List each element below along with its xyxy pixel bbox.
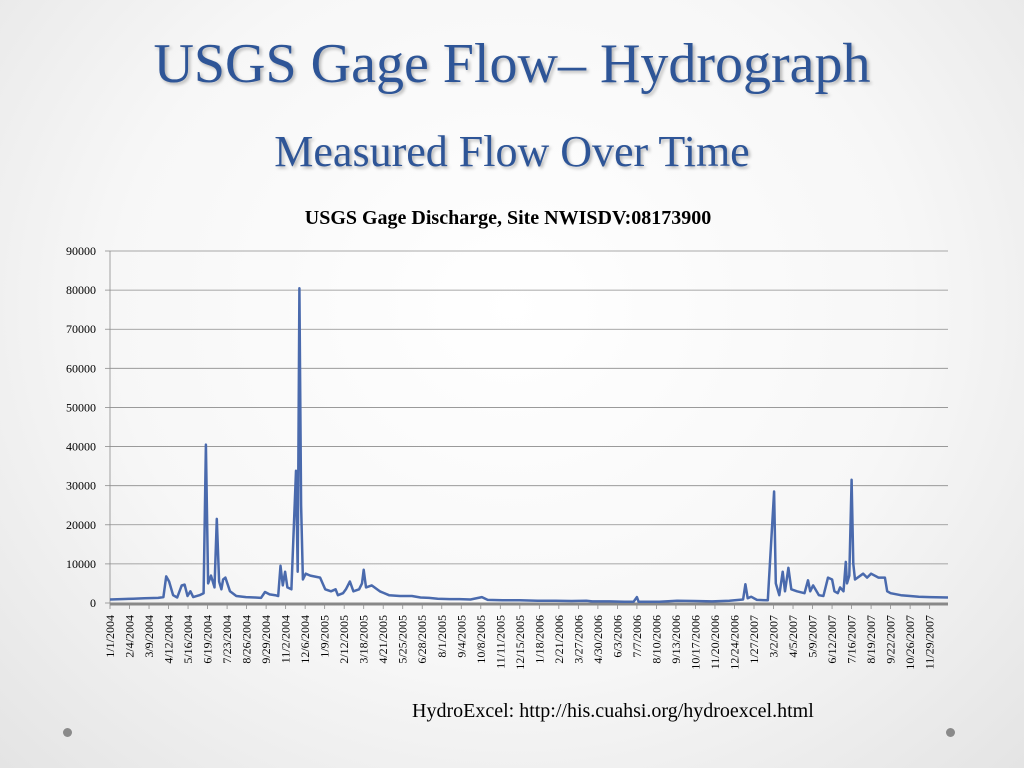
x-tick-label: 9/13/2006 — [669, 615, 683, 664]
x-tick-label: 7/23/2004 — [220, 615, 234, 664]
x-tick-label: 4/21/2005 — [376, 615, 390, 664]
x-tick-label: 2/4/2004 — [123, 615, 137, 658]
x-tick-label: 11/2/2004 — [279, 615, 293, 663]
decorative-dot-left — [63, 728, 72, 737]
x-tick-label: 8/19/2007 — [864, 615, 878, 664]
x-tick-label: 5/9/2007 — [806, 615, 820, 658]
x-tick-label: 1/1/2004 — [103, 615, 117, 658]
x-tick-label: 11/20/2006 — [708, 615, 722, 669]
axes — [105, 250, 948, 609]
decorative-dot-right — [946, 728, 955, 737]
y-tick-label: 80000 — [66, 283, 96, 297]
slide-subtitle: Measured Flow Over Time — [274, 127, 750, 176]
x-tick-label: 3/18/2005 — [357, 615, 371, 664]
x-tick-label: 12/15/2005 — [513, 615, 527, 670]
x-tick-label: 6/28/2005 — [415, 615, 429, 664]
x-tick-label: 11/11/2005 — [493, 615, 507, 669]
x-tick-label: 3/9/2004 — [142, 615, 156, 658]
chart-title: USGS Gage Discharge, Site NWISDV:0817390… — [305, 207, 712, 229]
x-tick-label: 8/26/2004 — [240, 615, 254, 664]
x-tick-label: 10/17/2006 — [688, 615, 702, 670]
x-tick-label: 11/29/2007 — [923, 615, 937, 669]
x-tick-label: 6/3/2006 — [610, 615, 624, 658]
x-tick-label: 2/21/2006 — [552, 615, 566, 664]
x-tick-label: 9/4/2005 — [454, 615, 468, 658]
x-tick-label: 4/5/2007 — [786, 615, 800, 658]
y-tick-label: 10000 — [66, 557, 96, 571]
grid-lines — [110, 250, 948, 565]
x-tick-label: 10/8/2005 — [474, 615, 488, 664]
x-tick-label: 1/9/2005 — [318, 615, 332, 658]
x-tick-label: 7/7/2006 — [630, 615, 644, 658]
y-tick-labels: 0 10000 20000 30000 40000 50000 60000 70000 8000… — [66, 244, 96, 610]
y-tick-label: 60000 — [66, 361, 96, 375]
x-tick-label: 4/30/2006 — [591, 615, 605, 664]
slide-title: USGS Gage Flow– Hydrograph — [153, 33, 871, 95]
source-note: HydroExcel: http://his.cuahsi.org/hydroe… — [412, 700, 814, 722]
discharge-chart: USGS Gage Discharge, Site NWISDV:0817390… — [66, 207, 949, 670]
y-tick-label: 20000 — [66, 518, 96, 532]
x-tick-label: 9/22/2007 — [884, 615, 898, 664]
x-tick-labels: 1/1/2004 2/4/2004 3/9/2004 4/12/2004 5/16/20… — [103, 615, 937, 670]
x-tick-label: 2/12/2005 — [337, 615, 351, 664]
x-tick-label: 6/12/2007 — [825, 615, 839, 664]
x-tick-label: 12/6/2004 — [298, 615, 312, 664]
x-tick-label: 4/12/2004 — [162, 615, 176, 664]
y-tick-label: 40000 — [66, 440, 96, 454]
x-tick-label: 5/25/2005 — [396, 615, 410, 664]
y-tick-label: 50000 — [66, 400, 96, 414]
x-tick-label: 1/27/2007 — [747, 615, 761, 664]
y-tick-label: 0 — [90, 596, 96, 610]
x-tick-label: 12/24/2006 — [727, 615, 741, 670]
x-tick-label: 1/18/2006 — [532, 615, 546, 664]
x-tick-label: 5/16/2004 — [181, 615, 195, 664]
x-tick-label: 7/16/2007 — [845, 615, 859, 664]
x-tick-label: 8/1/2005 — [435, 615, 449, 658]
x-tick-label: 8/10/2006 — [649, 615, 663, 664]
x-tick-label: 6/19/2004 — [201, 615, 215, 664]
y-tick-label: 70000 — [66, 322, 96, 336]
y-tick-label: 90000 — [66, 244, 96, 258]
x-tick-label: 9/29/2004 — [259, 615, 273, 664]
x-tick-label: 10/26/2007 — [903, 615, 917, 670]
x-tick-label: 3/27/2006 — [571, 615, 585, 664]
y-tick-label: 30000 — [66, 479, 96, 493]
discharge-line — [109, 286, 949, 604]
x-tick-label: 3/2/2007 — [767, 615, 781, 658]
